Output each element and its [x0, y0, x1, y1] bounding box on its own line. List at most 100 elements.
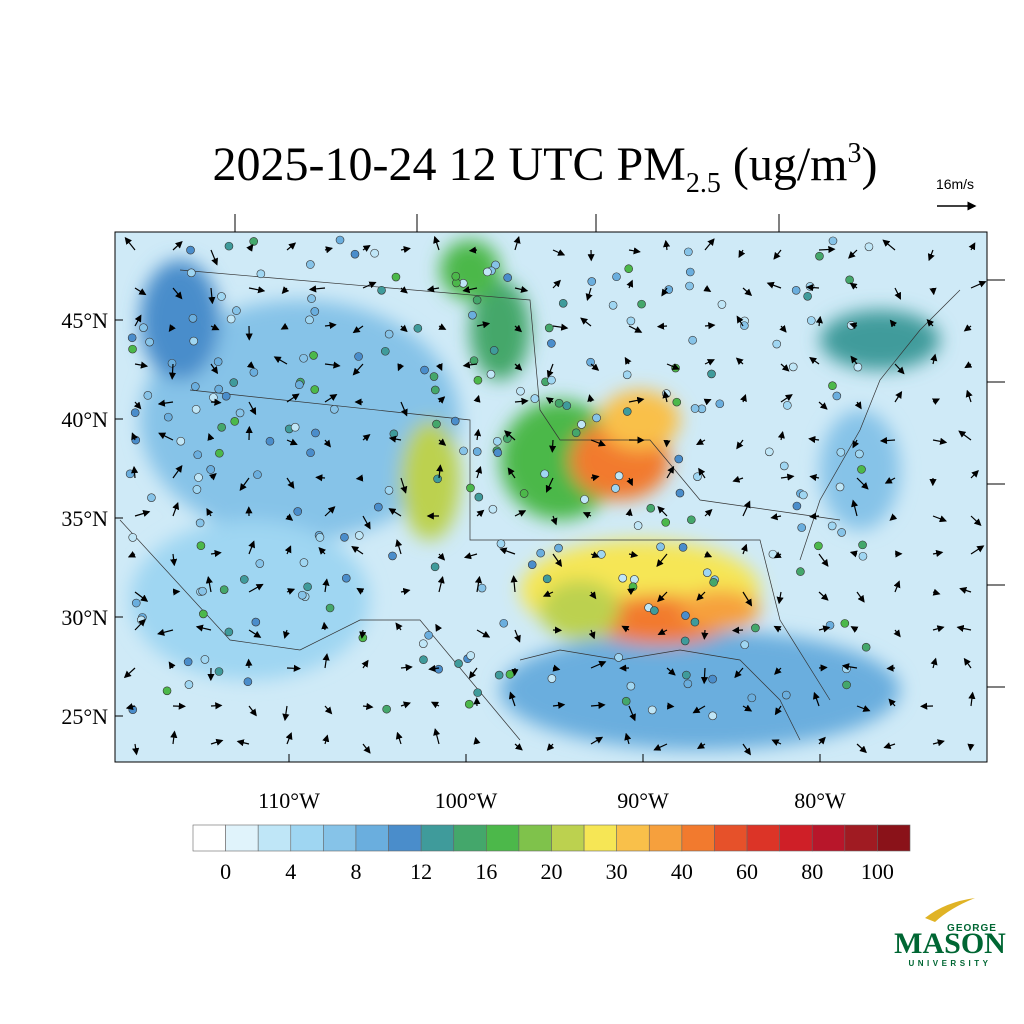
station: [836, 447, 846, 457]
wind-arrow: [514, 363, 523, 371]
station: [127, 333, 137, 343]
station: [685, 267, 695, 277]
wind-arrow: [210, 702, 223, 710]
station: [232, 306, 241, 315]
station: [295, 380, 304, 390]
wind-arrow: [123, 667, 136, 679]
station: [682, 670, 691, 680]
wind-arrow: [956, 624, 972, 632]
wind-arrow: [352, 325, 364, 334]
wind-arrow: [879, 436, 896, 445]
wind-arrow: [666, 465, 675, 479]
wind-arrow: [780, 473, 795, 481]
colorbar-bin: [844, 824, 878, 852]
station: [637, 299, 646, 309]
colorbar-bin: [648, 824, 683, 852]
wind-arrow: [158, 432, 174, 441]
wind-arrow: [322, 734, 330, 745]
station: [764, 447, 774, 457]
wind-arrow: [308, 285, 326, 293]
station: [473, 688, 482, 697]
colorbar-label: 12: [410, 859, 432, 884]
wind-arrow: [893, 580, 901, 593]
wind-arrow: [774, 667, 782, 675]
station: [493, 437, 502, 446]
wind-arrow: [352, 363, 364, 376]
station: [857, 465, 866, 474]
wind-arrow: [473, 394, 481, 403]
wind-arrow: [248, 401, 257, 416]
station: [690, 404, 700, 413]
wind-arrow: [355, 474, 364, 482]
colorbar-label: 80: [801, 859, 823, 884]
wind-arrow: [704, 550, 713, 558]
station: [835, 482, 845, 492]
wind-arrow: [206, 507, 214, 517]
wind-arrow: [435, 623, 443, 632]
station: [858, 551, 868, 561]
wind-arrow: [430, 701, 440, 709]
station: [310, 385, 320, 394]
wind-arrow: [856, 743, 867, 754]
logo-top: GEORGE: [947, 923, 997, 934]
wind-arrow: [932, 515, 947, 523]
station: [419, 655, 428, 664]
wind-arrow: [428, 664, 440, 673]
wind-arrow: [210, 249, 218, 266]
station: [536, 548, 545, 558]
wind-arrow: [546, 743, 555, 751]
wind-arrow: [656, 553, 668, 567]
wind-arrow: [134, 591, 149, 602]
station: [702, 568, 712, 577]
wind-arrow: [932, 588, 941, 596]
station: [715, 399, 725, 409]
logo: GEORGE MASON UNIVERSITY: [894, 898, 1006, 968]
boundary: [189, 389, 831, 701]
colorbar-bin: [388, 824, 422, 852]
station: [198, 586, 207, 596]
colorbar-bin: [453, 824, 487, 852]
station: [131, 435, 141, 445]
wind-arrow: [590, 439, 606, 447]
station: [772, 339, 782, 349]
wind-arrow: [133, 401, 142, 410]
station: [419, 639, 428, 648]
station: [622, 407, 632, 416]
wind-arrow: [884, 477, 896, 484]
wind-arrow: [210, 323, 220, 331]
wind-arrow: [628, 396, 645, 404]
wind-arrow: [849, 282, 858, 290]
wind-arrow: [958, 430, 972, 441]
station: [678, 543, 688, 552]
station: [249, 237, 259, 246]
wind-arrow: [514, 324, 523, 333]
station: [221, 391, 231, 401]
station: [614, 653, 623, 662]
wind-arrow: [550, 515, 558, 526]
station: [781, 690, 791, 700]
station: [128, 344, 137, 354]
wind-arrow: [507, 467, 516, 479]
wind-vectors: [123, 235, 987, 756]
colorbar-bin: [225, 824, 259, 852]
wind-arrow: [514, 629, 521, 643]
wind-arrow: [437, 552, 446, 561]
colorbar-label: 30: [606, 859, 628, 884]
station: [586, 357, 595, 367]
station: [468, 310, 477, 320]
wind-arrow: [736, 439, 744, 450]
wind-arrow: [959, 587, 972, 594]
wind-arrow: [590, 660, 607, 669]
station: [299, 353, 308, 363]
wind-arrow: [195, 624, 212, 632]
station: [224, 627, 234, 637]
wind-arrow: [926, 318, 935, 327]
station: [861, 642, 871, 652]
wind-arrow: [809, 356, 820, 365]
wind-arrow: [285, 732, 293, 745]
station: [303, 582, 312, 592]
wind-arrow: [127, 551, 136, 558]
station: [229, 378, 239, 387]
wind-arrow: [286, 242, 297, 251]
